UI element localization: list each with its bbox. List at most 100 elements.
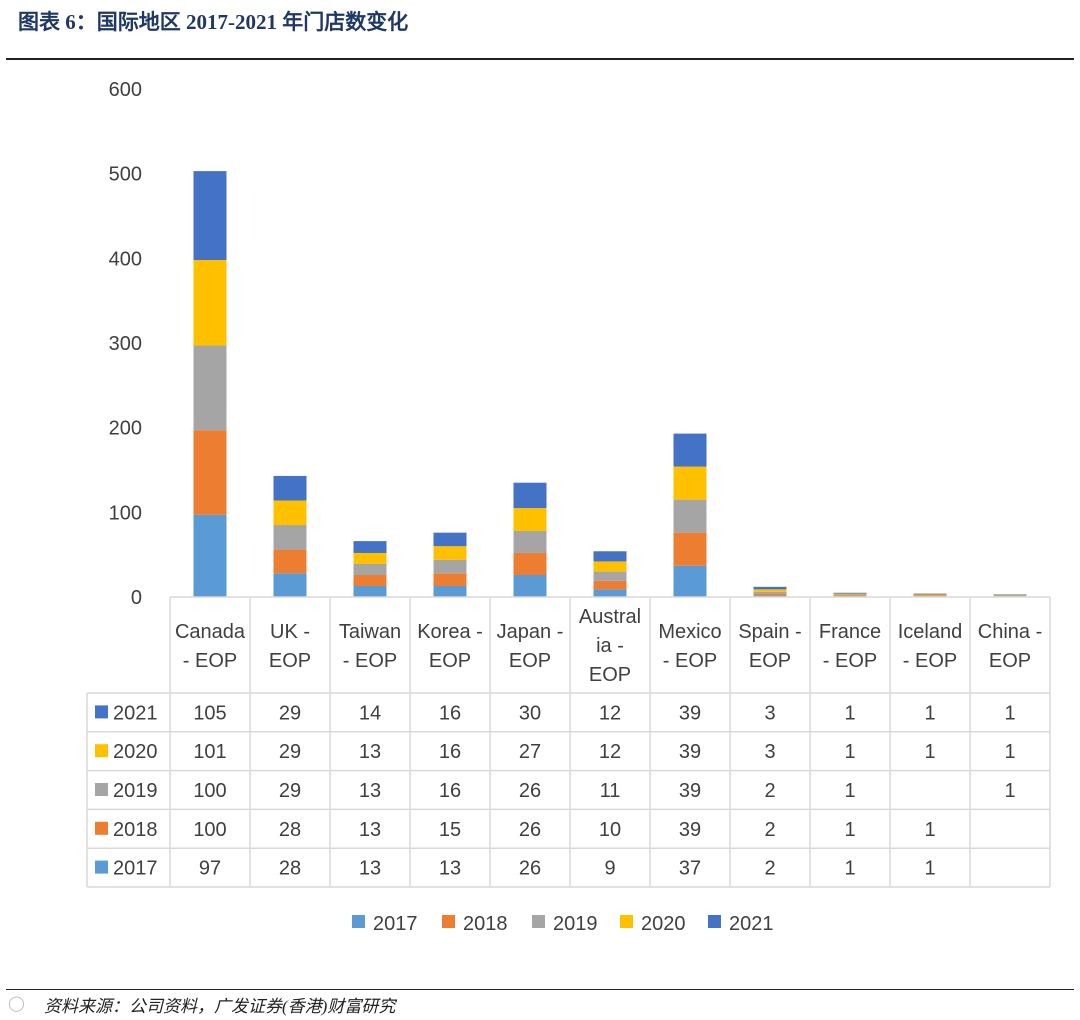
table-cell-value: 100: [193, 780, 226, 802]
bar-segment-2020: [833, 593, 867, 595]
top-rule: [6, 58, 1074, 60]
table-cell-value: 13: [359, 741, 381, 763]
category-label: Taiwan: [339, 621, 401, 643]
row-label-2017: 2017: [113, 858, 158, 880]
bar-segment-2018: [513, 552, 547, 575]
table-cell-value: 16: [439, 780, 461, 802]
category-label: ia -: [596, 635, 624, 657]
bar-segment-2019: [753, 591, 787, 594]
bar-segment-2017: [273, 573, 307, 597]
legend-swatch-2019: [532, 915, 545, 928]
table-cell-value: 1: [1004, 702, 1015, 724]
table-cell-value: 29: [279, 702, 301, 724]
table-cell-value: 100: [193, 819, 226, 841]
table-cell-value: 12: [599, 702, 621, 724]
table-cell-value: 3: [764, 741, 775, 763]
table-cell-value: 39: [679, 819, 701, 841]
legend-swatch-2018: [442, 915, 455, 928]
table-cell-value: 26: [519, 819, 541, 841]
category-label: UK -: [270, 621, 310, 643]
category-label: - EOP: [903, 650, 957, 672]
category-label: EOP: [749, 650, 791, 672]
bar-segment-2020: [433, 546, 467, 560]
table-cell-value: 1: [924, 819, 935, 841]
category-label: EOP: [509, 650, 551, 672]
bar-segment-2021: [913, 593, 947, 595]
table-cell-value: 1: [844, 702, 855, 724]
table-cell-value: 39: [679, 780, 701, 802]
legend-label-2021: 2021: [729, 913, 774, 935]
bar-segment-2018: [913, 595, 947, 597]
table-cell-value: 105: [193, 702, 226, 724]
legend-swatch-2020: [620, 915, 633, 928]
category-label: China -: [978, 621, 1042, 643]
table-cell-value: 3: [764, 702, 775, 724]
bar-segment-2019: [833, 594, 867, 596]
bar-segment-2020: [673, 466, 707, 500]
row-label-2020: 2020: [113, 741, 158, 763]
bar-segment-2018: [753, 593, 787, 596]
table-cell-value: 26: [519, 780, 541, 802]
table-cell-value: 12: [599, 741, 621, 763]
y-tick-label: 500: [109, 164, 142, 186]
category-label: France: [819, 621, 881, 643]
table-cell-value: 13: [359, 780, 381, 802]
table-cell-value: 16: [439, 741, 461, 763]
bar-segment-2017: [433, 585, 467, 597]
bar-segment-2019: [273, 525, 307, 550]
table-cell-value: 26: [519, 858, 541, 880]
table-cell-value: 13: [439, 858, 461, 880]
table-cell-value: 13: [359, 858, 381, 880]
table-cell-value: 37: [679, 858, 701, 880]
table-cell-value: 39: [679, 741, 701, 763]
bar-segment-2017: [353, 585, 387, 597]
legend-key-2019: [95, 783, 108, 796]
category-label: - EOP: [663, 650, 717, 672]
table-cell-value: 1: [924, 858, 935, 880]
figure-title: 图表 6：国际地区 2017-2021 年门店数变化: [18, 10, 409, 34]
category-label: EOP: [429, 650, 471, 672]
bar-segment-2021: [433, 532, 467, 547]
category-label: Austral: [579, 606, 641, 628]
table-cell-value: 2: [764, 780, 775, 802]
bar-segment-2019: [433, 559, 467, 574]
legend-label-2019: 2019: [553, 913, 598, 935]
y-tick-label: 0: [131, 587, 142, 609]
bar-segment-2021: [593, 551, 627, 562]
bar-segment-2021: [833, 592, 867, 594]
category-label: - EOP: [343, 650, 397, 672]
legend-swatch-2021: [708, 915, 721, 928]
table-cell-value: 9: [604, 858, 615, 880]
legend-key-2017: [95, 860, 108, 874]
table-cell-value: 2: [764, 858, 775, 880]
bar-segment-2020: [593, 561, 627, 572]
bar-segment-2019: [513, 530, 547, 553]
table-cell-value: 30: [519, 702, 541, 724]
category-label: Canada: [175, 621, 246, 643]
bar-segment-2020: [753, 589, 787, 592]
category-label: Japan -: [497, 621, 564, 643]
category-label: EOP: [989, 650, 1031, 672]
table-cell-value: 10: [599, 819, 621, 841]
bar-segment-2021: [273, 475, 307, 501]
legend-key-2020: [95, 744, 108, 758]
table-cell-value: 15: [439, 819, 461, 841]
category-label: - EOP: [823, 650, 877, 672]
bar-segment-2020: [913, 594, 947, 596]
legend-key-2018: [95, 821, 108, 835]
weibo-icon: ◯: [8, 995, 25, 1012]
legend-key-2021: [95, 705, 108, 719]
table-cell-value: 28: [279, 858, 301, 880]
row-label-2021: 2021: [113, 702, 158, 724]
y-tick-label: 400: [109, 248, 142, 270]
table-cell-value: 13: [359, 819, 381, 841]
category-label: Iceland: [898, 621, 963, 643]
source-note: 资料来源：公司资料，广发证券(香港)财富研究: [44, 997, 396, 1016]
table-cell-value: 39: [679, 702, 701, 724]
bar-segment-2017: [673, 565, 707, 597]
table-cell-value: 1: [1004, 780, 1015, 802]
table-cell-value: 1: [844, 819, 855, 841]
table-cell-value: 97: [199, 858, 221, 880]
bar-segment-2021: [673, 433, 707, 467]
